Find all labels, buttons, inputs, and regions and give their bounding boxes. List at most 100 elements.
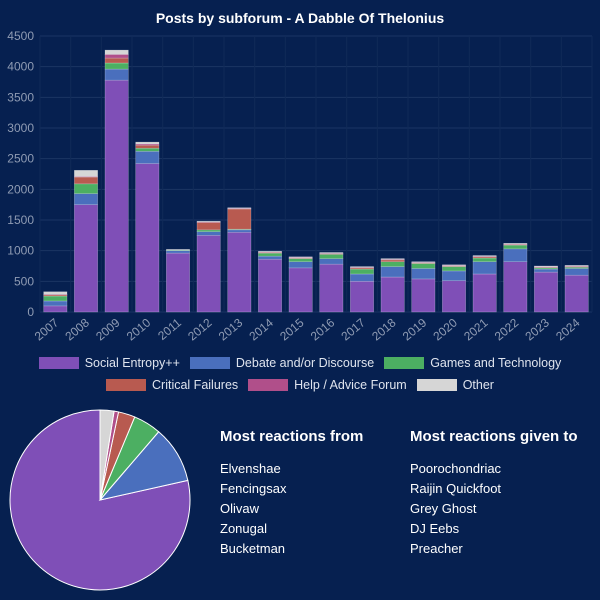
- bar-segment: [442, 264, 466, 266]
- legend-item[interactable]: Other: [416, 378, 494, 392]
- bar-segment: [319, 252, 344, 254]
- legend-item[interactable]: Social Entropy++: [38, 356, 180, 370]
- bar-segment: [442, 280, 466, 313]
- bar-segment: [319, 258, 344, 265]
- bar-segment: [503, 248, 528, 263]
- bar-segment: [503, 243, 528, 245]
- x-tick-label: 2009: [93, 315, 123, 343]
- list-item: Elvenshae: [220, 461, 281, 476]
- reactions-from-title: Most reactions from: [220, 428, 364, 445]
- pie-chart: [9, 409, 191, 591]
- bar-segment: [411, 278, 436, 313]
- bar-segment: [411, 263, 436, 269]
- bar-segment: [104, 62, 129, 70]
- bar-segment: [472, 255, 497, 257]
- bar-segment: [135, 147, 160, 152]
- bar-segment: [350, 266, 374, 268]
- legend-swatch: [106, 379, 147, 391]
- bar-segment: [104, 57, 129, 64]
- bar-segment: [442, 270, 466, 282]
- legend-label: Help / Advice Forum: [294, 378, 407, 392]
- grid: [39, 35, 593, 313]
- bar-segment: [227, 231, 252, 313]
- bar-segment: [166, 249, 190, 251]
- bar-segment: [227, 208, 252, 230]
- legend-item[interactable]: Debate and/or Discourse: [189, 356, 374, 370]
- list-item: Poorochondriac: [410, 461, 502, 476]
- list-item: Grey Ghost: [410, 501, 477, 516]
- x-tick-label: 2021: [461, 315, 491, 343]
- chart-legend: Social Entropy++ Debate and/or Discourse…: [0, 352, 600, 396]
- bar-segment: [472, 261, 497, 275]
- bar-segment: [564, 274, 589, 313]
- x-tick-label: 2015: [277, 315, 307, 343]
- x-tick-label: 2007: [32, 315, 62, 343]
- bar-segment: [534, 271, 558, 313]
- legend-row-2: Critical Failures Help / Advice Forum Ot…: [0, 374, 600, 396]
- legend-item[interactable]: Critical Failures: [106, 378, 238, 392]
- bar-segment: [43, 295, 68, 302]
- list-item: Preacher: [410, 541, 463, 556]
- bar-segment: [411, 261, 436, 263]
- bar-segment: [74, 183, 98, 194]
- bar-segment: [380, 266, 405, 278]
- bar-segment: [43, 300, 68, 307]
- y-tick-label: 1000: [7, 244, 34, 258]
- x-tick-label: 2018: [369, 315, 399, 343]
- x-tick-label: 2012: [185, 315, 215, 343]
- bar-segment: [319, 254, 344, 259]
- x-tick-label: 2022: [492, 315, 522, 343]
- bar-segment: [104, 68, 129, 81]
- bar-segment: [74, 170, 98, 177]
- bar-segment: [288, 258, 313, 263]
- list-item: Bucketman: [220, 541, 286, 556]
- list-item: DJ Eebs: [410, 521, 460, 536]
- legend-swatch: [416, 379, 457, 391]
- bar-segment: [503, 244, 528, 250]
- bar-segment: [43, 305, 68, 313]
- chart-title: Posts by subforum - A Dabble Of Theloniu…: [156, 10, 445, 26]
- bar-segment: [503, 261, 528, 313]
- bar-segment: [258, 258, 282, 313]
- bar-segment: [258, 252, 282, 257]
- pie-slices: [9, 409, 191, 591]
- bar-segment: [104, 49, 129, 55]
- y-tick-label: 1500: [7, 213, 34, 227]
- x-tick-label: 2011: [155, 315, 184, 343]
- legend-item[interactable]: Help / Advice Forum: [248, 378, 407, 392]
- bar-segment: [166, 252, 190, 313]
- bar-segment: [227, 229, 252, 233]
- bars: [43, 49, 589, 313]
- bar-segment: [319, 253, 344, 255]
- legend-swatch: [189, 357, 230, 369]
- bar-segment: [196, 235, 221, 313]
- bar-segment: [104, 79, 129, 313]
- bar-segment: [350, 273, 374, 282]
- bar-segment: [258, 250, 282, 253]
- legend-label: Other: [462, 378, 494, 392]
- y-tick-label: 0: [27, 305, 34, 319]
- x-tick-label: 2016: [308, 315, 338, 343]
- bar-segment: [472, 257, 497, 263]
- x-tick-label: 2019: [400, 315, 430, 343]
- legend-label: Social Entropy++: [84, 356, 180, 370]
- legend-item[interactable]: Games and Technology: [384, 356, 561, 370]
- legend-row-1: Social Entropy++ Debate and/or Discourse…: [0, 352, 600, 374]
- reactions-from-list: Most reactions from Elvenshae Fencingsax…: [220, 428, 363, 559]
- y-tick-label: 2000: [7, 182, 34, 196]
- list-item: Raijin Quickfoot: [410, 481, 502, 496]
- y-tick-label: 3500: [7, 90, 34, 104]
- bar-segment: [472, 273, 497, 313]
- x-tick-label: 2024: [553, 315, 583, 343]
- bar-segment: [258, 255, 282, 260]
- bar-segment: [135, 163, 160, 313]
- bar-segment: [74, 176, 98, 185]
- x-tick-label: 2008: [62, 315, 92, 343]
- bar-segment: [534, 265, 558, 267]
- bar-segment: [534, 268, 558, 273]
- bar-segment: [135, 141, 160, 145]
- bar-segment: [350, 281, 374, 313]
- bar-segment: [74, 193, 98, 205]
- list-item: Fencingsax: [220, 481, 287, 496]
- bar-segment: [380, 258, 405, 260]
